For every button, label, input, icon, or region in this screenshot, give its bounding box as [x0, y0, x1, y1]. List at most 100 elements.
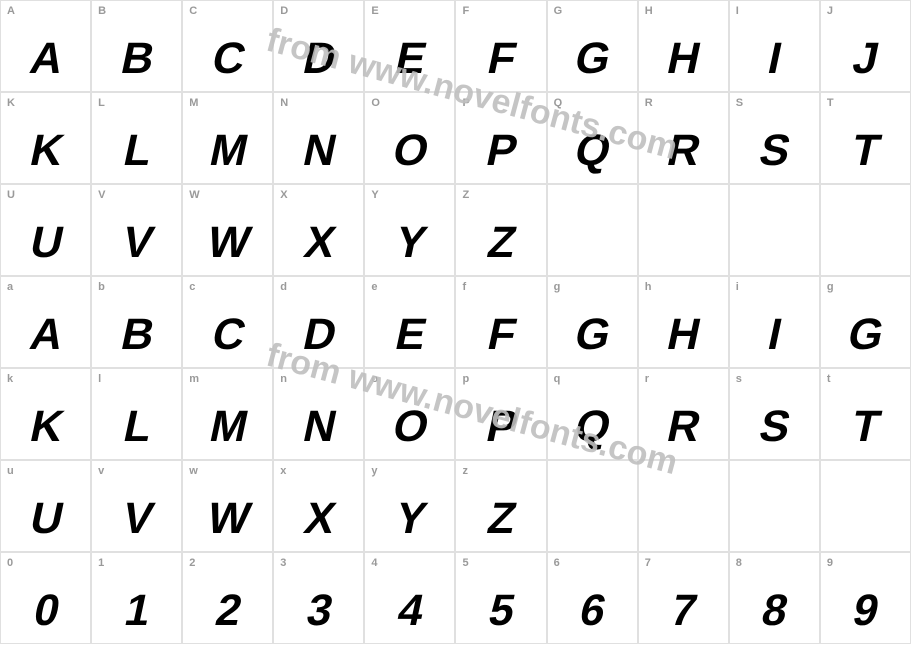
- glyph-key-label: k: [7, 373, 13, 385]
- glyph-key-label: q: [554, 373, 561, 385]
- glyph-display: 7: [667, 589, 699, 633]
- glyph-cell: RR: [638, 92, 729, 184]
- glyph-display: L: [120, 129, 154, 173]
- glyph-cell: FF: [455, 0, 546, 92]
- glyph-key-label: C: [189, 5, 197, 17]
- glyph-display: K: [26, 129, 65, 173]
- glyph-cell: bB: [91, 276, 182, 368]
- glyph-key-label: s: [736, 373, 742, 385]
- glyph-cell: BB: [91, 0, 182, 92]
- font-specimen-page: AABBCCDDEEFFGGHHIIJJKKLLMMNNOOPPQQRRSSTT…: [0, 0, 911, 668]
- character-grid: AABBCCDDEEFFGGHHIIJJKKLLMMNNOOPPQQRRSSTT…: [0, 0, 911, 644]
- glyph-display: F: [484, 37, 518, 81]
- glyph-cell: mM: [182, 368, 273, 460]
- glyph-key-label: 8: [736, 557, 742, 569]
- glyph-display: P: [483, 129, 520, 173]
- glyph-key-label: n: [280, 373, 287, 385]
- glyph-key-label: e: [371, 281, 377, 293]
- glyph-display: 5: [485, 589, 517, 633]
- glyph-cell: UU: [0, 184, 91, 276]
- glyph-display: U: [26, 221, 65, 265]
- glyph-key-label: 1: [98, 557, 104, 569]
- glyph-key-label: X: [280, 189, 287, 201]
- glyph-key-label: 3: [280, 557, 286, 569]
- glyph-key-label: t: [827, 373, 831, 385]
- glyph-display: X: [300, 497, 337, 541]
- glyph-key-label: m: [189, 373, 199, 385]
- glyph-cell: [638, 460, 729, 552]
- glyph-key-label: o: [371, 373, 378, 385]
- glyph-cell: 99: [820, 552, 911, 644]
- glyph-display: G: [845, 313, 887, 357]
- glyph-key-label: h: [645, 281, 652, 293]
- glyph-display: O: [389, 405, 431, 449]
- glyph-key-label: b: [98, 281, 105, 293]
- glyph-key-label: z: [462, 465, 468, 477]
- glyph-cell: iI: [729, 276, 820, 368]
- glyph-cell: sS: [729, 368, 820, 460]
- glyph-key-label: L: [98, 97, 105, 109]
- glyph-cell: DD: [273, 0, 364, 92]
- glyph-cell: NN: [273, 92, 364, 184]
- glyph-display: W: [203, 497, 252, 541]
- glyph-display: W: [203, 221, 252, 265]
- glyph-cell: EE: [364, 0, 455, 92]
- glyph-cell: TT: [820, 92, 911, 184]
- glyph-cell: HH: [638, 0, 729, 92]
- glyph-cell: [820, 460, 911, 552]
- glyph-display: 3: [303, 589, 335, 633]
- glyph-display: Q: [571, 129, 613, 173]
- glyph-cell: 66: [547, 552, 638, 644]
- glyph-display: N: [299, 405, 338, 449]
- glyph-key-label: W: [189, 189, 199, 201]
- glyph-key-label: 9: [827, 557, 833, 569]
- glyph-display: R: [664, 405, 703, 449]
- glyph-key-label: N: [280, 97, 288, 109]
- glyph-cell: yY: [364, 460, 455, 552]
- glyph-cell: OO: [364, 92, 455, 184]
- glyph-display: M: [206, 405, 250, 449]
- glyph-key-label: U: [7, 189, 15, 201]
- glyph-key-label: d: [280, 281, 287, 293]
- glyph-cell: VV: [91, 184, 182, 276]
- glyph-key-label: p: [462, 373, 469, 385]
- glyph-cell: gG: [547, 276, 638, 368]
- glyph-cell: xX: [273, 460, 364, 552]
- glyph-key-label: M: [189, 97, 198, 109]
- glyph-display: K: [26, 405, 65, 449]
- glyph-cell: AA: [0, 0, 91, 92]
- glyph-cell: 55: [455, 552, 546, 644]
- glyph-cell: cC: [182, 276, 273, 368]
- glyph-display: B: [117, 313, 156, 357]
- glyph-key-label: G: [554, 5, 563, 17]
- glyph-key-label: R: [645, 97, 653, 109]
- glyph-cell: fF: [455, 276, 546, 368]
- glyph-key-label: K: [7, 97, 15, 109]
- glyph-cell: aA: [0, 276, 91, 368]
- glyph-key-label: 0: [7, 557, 13, 569]
- glyph-cell: vV: [91, 460, 182, 552]
- glyph-cell: pP: [455, 368, 546, 460]
- glyph-cell: YY: [364, 184, 455, 276]
- glyph-key-label: r: [645, 373, 649, 385]
- glyph-display: R: [664, 129, 703, 173]
- glyph-key-label: Y: [371, 189, 378, 201]
- glyph-display: Y: [392, 221, 429, 265]
- glyph-display: U: [26, 497, 65, 541]
- glyph-cell: 44: [364, 552, 455, 644]
- glyph-display: G: [571, 37, 613, 81]
- glyph-display: S: [756, 129, 793, 173]
- glyph-cell: 00: [0, 552, 91, 644]
- glyph-display: J: [850, 37, 882, 81]
- glyph-display: A: [26, 313, 65, 357]
- glyph-display: B: [117, 37, 156, 81]
- glyph-display: T: [848, 129, 882, 173]
- glyph-cell: LL: [91, 92, 182, 184]
- glyph-key-label: g: [827, 281, 834, 293]
- glyph-key-label: O: [371, 97, 380, 109]
- glyph-display: V: [118, 221, 155, 265]
- glyph-display: 8: [758, 589, 790, 633]
- glyph-display: H: [664, 313, 703, 357]
- glyph-display: E: [392, 313, 429, 357]
- glyph-display: T: [848, 405, 882, 449]
